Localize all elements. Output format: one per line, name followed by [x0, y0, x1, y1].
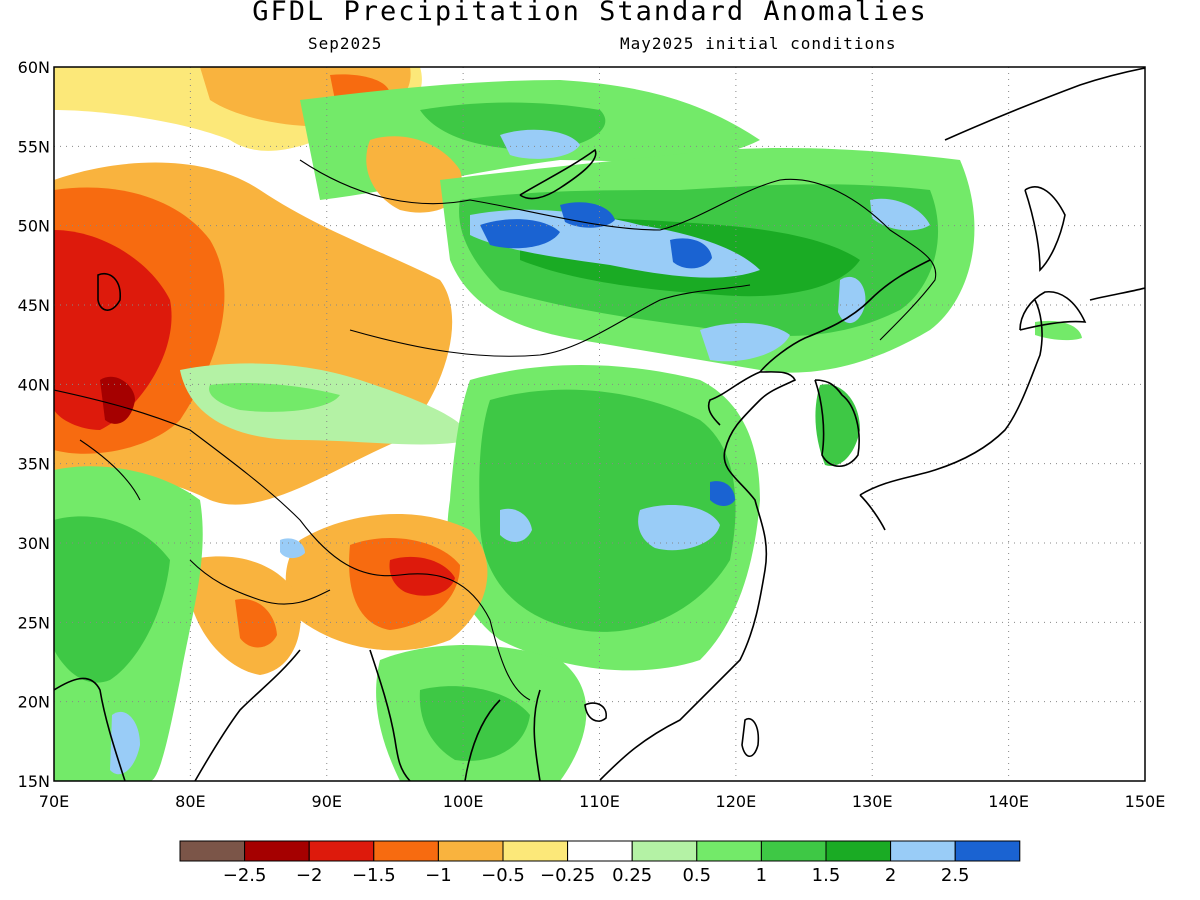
legend-label: −2.5 [223, 865, 267, 886]
legend-label: −0.5 [481, 865, 525, 886]
lon-tick-label: 150E [1125, 792, 1166, 811]
latitude-axis: 60N 55N 50N 45N 40N 35N 30N 25N 20N 15N [18, 58, 50, 791]
plot-frame [53, 66, 1146, 782]
anomaly-region-ne-lightblue-3 [870, 198, 930, 231]
legend-label: 0.25 [612, 865, 652, 886]
lat-tick-label: 40N [18, 375, 50, 394]
anomaly-region-highland-dry [366, 136, 462, 213]
legend-label: −1 [425, 865, 452, 886]
lon-tick-label: 80E [175, 792, 205, 811]
lat-tick-label: 35N [18, 455, 50, 474]
lon-tick-label: 70E [39, 792, 69, 811]
forecast-month: Sep2025 [308, 34, 383, 53]
legend-swatch [179, 840, 246, 862]
anomaly-region-tibet-dry-3 [389, 556, 455, 596]
lat-tick-label: 50N [18, 217, 50, 236]
color-scale-legend: −2.5 −2 −1.5 −1 −0.5 −0.25 0.25 0.5 1 1.5 2 2.5 [179, 840, 1021, 886]
initial-conditions-label: May2025 initial conditions [620, 34, 897, 53]
legend-swatch [954, 840, 1021, 862]
anomaly-region-ne-lightblue [700, 323, 790, 362]
anomaly-region-siberia-lightblue [500, 129, 580, 159]
anomaly-region-west-dry-peak [100, 376, 135, 424]
legend-label: 2 [885, 865, 896, 886]
anomaly-region-mongolia-blue-2 [560, 202, 615, 228]
legend-swatch [308, 840, 375, 862]
country-borders [54, 159, 937, 701]
lon-tick-label: 140E [988, 792, 1029, 811]
lat-tick-label: 20N [18, 693, 50, 712]
legend-label: −1.5 [352, 865, 396, 886]
anomaly-region-indochina-wet-2 [419, 686, 530, 761]
lon-tick-label: 100E [443, 792, 484, 811]
anomaly-region-india-wet-2 [54, 516, 170, 683]
lat-tick-label: 60N [18, 58, 50, 77]
anomaly-region-mongolia-blue [480, 219, 560, 249]
anomaly-region-korea-wet [815, 384, 860, 466]
legend-swatch [244, 840, 310, 862]
legend-swatch [567, 840, 633, 862]
anomaly-region-tibet-lightblue [280, 538, 305, 559]
anomaly-region-mongolia-blue-3 [670, 238, 712, 269]
lat-tick-label: 30N [18, 534, 50, 553]
legend-swatch [437, 840, 504, 862]
lon-tick-label: 90E [312, 792, 342, 811]
lon-tick-label: 120E [716, 792, 757, 811]
anomaly-region-west-dry-core [54, 230, 172, 430]
map-title: GFDL Precipitation Standard Anomalies [252, 0, 928, 27]
anomaly-region-india-dry-2 [235, 599, 277, 648]
lat-tick-label: 45N [18, 296, 50, 315]
lon-tick-label: 110E [579, 792, 620, 811]
lat-tick-label: 55N [18, 137, 50, 156]
legend-label: 2.5 [941, 865, 970, 886]
anomaly-field [54, 67, 1145, 781]
anomaly-region-central-green-2 [209, 383, 340, 412]
legend-label: −0.25 [540, 865, 595, 886]
coastlines [54, 67, 1145, 781]
anomaly-region-south-china-lightblue [638, 505, 720, 551]
anomaly-region-south-china-blue [710, 481, 735, 506]
longitude-axis: 70E 80E 90E 100E 110E 120E 130E 140E 150E [39, 792, 1166, 811]
legend-label: 0.5 [682, 865, 711, 886]
legend-swatch [502, 840, 569, 862]
anomaly-region-japan-wet [1035, 320, 1082, 341]
lat-tick-label: 25N [18, 613, 50, 632]
anomaly-region-south-china-wet-2 [479, 389, 736, 632]
legend-swatch [696, 840, 762, 862]
legend-swatch [760, 840, 827, 862]
lon-tick-label: 130E [852, 792, 893, 811]
legend-label: 1.5 [812, 865, 841, 886]
legend-label: 1 [756, 865, 767, 886]
legend-swatch [631, 840, 698, 862]
grid-lines [54, 67, 1145, 781]
legend-swatch [373, 840, 439, 862]
legend-swatch [825, 840, 892, 862]
legend-label: −2 [296, 865, 323, 886]
lat-tick-label: 15N [18, 772, 50, 791]
anomaly-region-south-china-lightblue-2 [500, 508, 532, 542]
legend-swatch [890, 840, 956, 862]
anomaly-region-ne-lightblue-2 [838, 276, 866, 324]
